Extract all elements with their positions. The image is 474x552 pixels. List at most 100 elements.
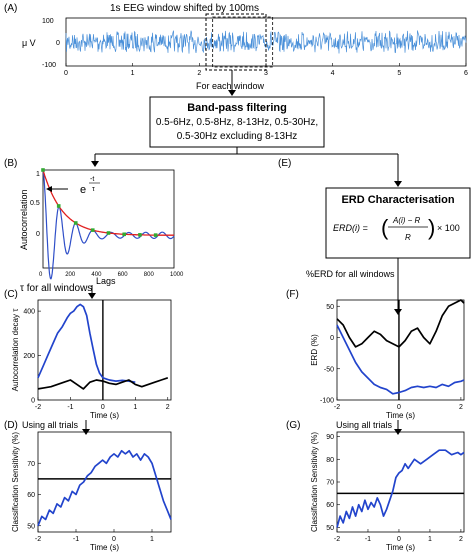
autocorr-peak-marker [153, 233, 158, 237]
eeg-ylabel: μ V [22, 38, 36, 48]
xtick-label: -1 [67, 404, 73, 411]
xtick-label: 2 [166, 404, 170, 411]
xtick-label: 2 [459, 536, 463, 543]
eeg-xtick-label: 4 [331, 70, 335, 77]
autocorr-xticks: 0 200 400 600 800 1000 [39, 272, 184, 278]
panel-label-g: (G) [286, 420, 300, 431]
xtick-label: -1 [365, 536, 371, 543]
formula-exponent-num: -t [90, 176, 94, 183]
tau-all-windows-label: τ for all windows [20, 283, 92, 294]
erd-formula-numerator: A(i) − R [392, 216, 421, 225]
using-all-trials-right: Using all trials [336, 420, 393, 430]
arrow-head [46, 186, 52, 192]
autocorr-xtick-label: 200 [65, 272, 76, 278]
autocorr-peak-marker [56, 204, 61, 208]
autocorr-xtick-label: 600 [118, 272, 129, 278]
ytick-label: 0 [31, 398, 35, 405]
xlabel: Time (s) [386, 543, 415, 552]
erd-paren-left: ( [381, 215, 389, 240]
eeg-xtick-label: 6 [464, 70, 468, 77]
axes-box [37, 299, 172, 401]
bandpass-title: Band-pass filtering [187, 102, 287, 114]
autocorr-ylabel: Autocorrelation [19, 189, 29, 250]
autocorr-xtick-label: 800 [144, 272, 155, 278]
series-line-0 [37, 449, 172, 527]
xlabel: Time (s) [90, 543, 119, 552]
autocorr-ytick: 0 [36, 231, 40, 238]
eeg-xtick-label: 2 [197, 70, 201, 77]
xtick-label: -2 [334, 536, 340, 543]
series-line-1 [336, 324, 465, 395]
ytick-label: 200 [23, 353, 35, 360]
ylabel: ERD (%) [310, 334, 319, 366]
ytick-label: 60 [27, 492, 35, 499]
autocorr-plot: Autocorrelation 1 0.5 0 0 200 400 600 800 100… [19, 168, 184, 286]
ytick-label: 90 [326, 434, 334, 441]
eeg-xtick-label: 5 [397, 70, 401, 77]
tau-decay-chart: -2 -1 0 1 2 0 200 400 Time (s) Autocorrelation de… [11, 299, 172, 420]
eeg-xticks: 0 1 2 3 4 5 6 [64, 63, 468, 77]
bandpass-line-2: 0.5-30Hz excluding 8-13Hz [177, 131, 298, 142]
ytick-label: 400 [23, 309, 35, 316]
arrow-head [88, 293, 96, 299]
xtick-label: 0 [112, 536, 116, 543]
autocorr-axes-box [42, 169, 175, 269]
ytick-label: 0 [330, 335, 334, 342]
autocorr-peak-marker [138, 233, 142, 237]
eeg-xtick-label: 0 [64, 70, 68, 77]
xtick-label: 0 [397, 536, 401, 543]
ytick-label: 80 [326, 457, 334, 464]
ytick-label: 70 [326, 480, 334, 487]
erd-all-windows-label: %ERD for all windows [306, 269, 395, 279]
ytick-label: 70 [27, 461, 35, 468]
autocorr-peak-marker [90, 228, 95, 232]
panel-label-b: (B) [4, 158, 17, 169]
ytick-label: -100 [320, 398, 334, 405]
eeg-window-dashed-box-shifted [212, 16, 274, 68]
bandpass-box: Band-pass filtering 0.5-6Hz, 0.5-8Hz, 8-… [149, 96, 325, 148]
erd-box: ERD Characterisation ERD(i) = A(i) − R R… [325, 187, 471, 259]
xlabel: Time (s) [386, 411, 415, 420]
xlabel: Time (s) [90, 411, 119, 420]
sensitivity-chart-right: -2 -1 0 1 2 50 60 70 80 90 Time (s) Classification … [310, 431, 465, 552]
panel-label-d: (D) [4, 420, 18, 431]
eeg-ytick: 100 [42, 18, 54, 25]
erd-paren-right: ) [428, 215, 435, 240]
xtick-label: 2 [459, 404, 463, 411]
autocorr-xtick-label: 0 [39, 272, 43, 278]
xtick-label: 1 [428, 536, 432, 543]
ytick-label: 50 [326, 304, 334, 311]
autocorr-xtick-label: 400 [91, 272, 102, 278]
series-line-0 [336, 299, 465, 348]
axes-box [336, 431, 465, 533]
panel-label-e: (E) [278, 158, 291, 169]
autocorr-signal-line [42, 169, 175, 280]
formula-base: e [80, 184, 86, 196]
eeg-xtick-label: 3 [264, 70, 268, 77]
autocorr-peak-marker [41, 168, 45, 172]
eeg-xtick-label: 1 [131, 70, 135, 77]
axes-box [336, 299, 465, 401]
ytick-label: 60 [326, 502, 334, 509]
xtick-label: -2 [35, 404, 41, 411]
panel-label-c: (C) [4, 289, 18, 300]
ytick-label: 50 [27, 523, 35, 530]
series-line-1 [37, 376, 169, 390]
ylabel: Autocorrelation decay τ [11, 308, 20, 392]
arrow-head [394, 309, 402, 315]
arrow-head [394, 181, 402, 187]
xtick-label: 1 [133, 404, 137, 411]
autocorr-ytick: 0.5 [30, 200, 40, 207]
autocorr-peak-marker [73, 221, 78, 225]
autocorr-ytick: 1 [36, 171, 40, 178]
axes-box [37, 431, 172, 533]
eeg-signal-line [65, 30, 467, 54]
ytick-label: 50 [326, 525, 334, 532]
arrow-head [228, 90, 236, 96]
xtick-label: 0 [101, 404, 105, 411]
erd-formula-rhs: × 100 [437, 223, 460, 233]
xtick-label: -2 [35, 536, 41, 543]
ylabel: Classification Sensitivity (%) [310, 432, 319, 532]
panel-label-f: (F) [286, 289, 299, 300]
series-line-0 [37, 303, 136, 384]
